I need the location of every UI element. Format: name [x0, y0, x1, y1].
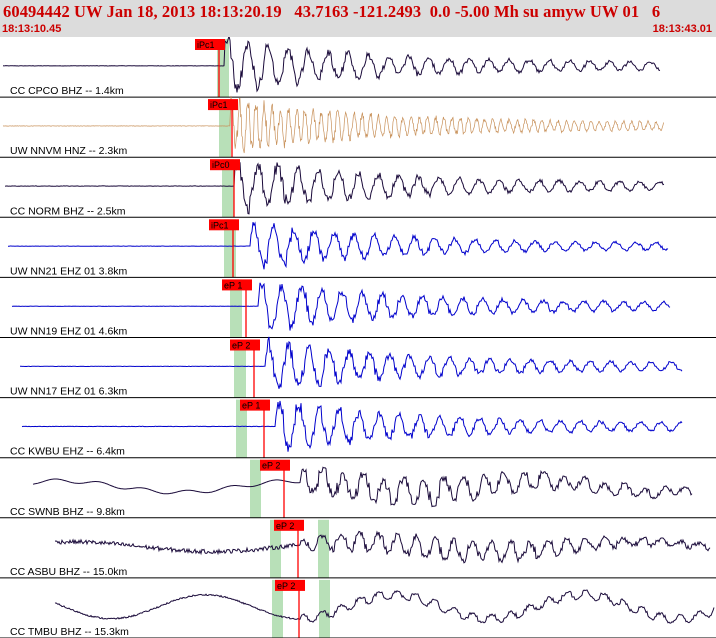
- pick-label-box: [274, 519, 304, 531]
- pick-label-box: [210, 159, 240, 171]
- event-title: 60494442 UW Jan 18, 2013 18:13:20.19 43.…: [3, 2, 661, 21]
- pick-window: [272, 579, 283, 638]
- station-label: UW NN21 EHZ 01 3.8km: [10, 265, 128, 277]
- pick-label-box: [222, 279, 252, 291]
- station-label: CC NORM BHZ -- 2.5km: [10, 205, 126, 217]
- station-label: UW NN19 EHZ 01 4.6km: [10, 326, 128, 338]
- pick-window: [250, 459, 261, 518]
- trace-row: eP 1 UW NN19 EHZ 01 4.6km: [0, 279, 716, 338]
- pick-label-box: [208, 99, 238, 111]
- waveform: [2, 37, 661, 93]
- waveform: [2, 95, 664, 154]
- pick-label: eP 2: [276, 521, 294, 531]
- pick-label: iPc1: [211, 220, 229, 230]
- station-label: CC ASBU BHZ -- 15.0km: [10, 566, 128, 578]
- pick-label-box: [275, 579, 305, 591]
- pick-label: iPc1: [197, 40, 215, 50]
- pick-label: eP 2: [232, 341, 250, 351]
- pick-window: [222, 159, 234, 218]
- waveform: [11, 282, 671, 331]
- pick-window: [319, 579, 330, 638]
- start-time: 18:13:10.45: [2, 23, 62, 35]
- station-label: UW NN17 EHZ 01 6.3km: [10, 386, 128, 398]
- trace-row: eP 1 CC KWBU EHZ -- 6.4km: [0, 399, 716, 459]
- pick-label: eP 1: [242, 401, 260, 411]
- seismogram-header: 60494442 UW Jan 18, 2013 18:13:20.19 43.…: [0, 0, 716, 37]
- pick-label: eP 1: [224, 280, 242, 290]
- waveform: [20, 336, 683, 389]
- waveform: [54, 589, 715, 624]
- pick-label-box: [195, 39, 225, 50]
- pick-label-box: [240, 399, 270, 411]
- trace-row: iPc1 UW NNVM HNZ -- 2.3km: [0, 95, 716, 158]
- waveform: [54, 530, 711, 564]
- pick-label: iPc1: [210, 100, 228, 110]
- station-label: CC CPCO BHZ -- 1.4km: [10, 85, 124, 97]
- end-time: 18:13:43.01: [652, 23, 712, 35]
- pick-window: [234, 339, 246, 398]
- waveform: [5, 162, 665, 215]
- pick-label-box: [230, 339, 260, 351]
- pick-label: eP 2: [277, 581, 295, 591]
- pick-label: iPc0: [212, 160, 230, 170]
- pick-window: [236, 399, 247, 458]
- trace-row: iPc1 UW NN21 EHZ 01 3.8km: [0, 219, 716, 278]
- waveform: [32, 466, 693, 508]
- pick-label: eP 2: [262, 461, 280, 471]
- trace-row: iPc0 CC NORM BHZ -- 2.5km: [0, 159, 716, 218]
- waveform: [8, 221, 669, 270]
- pick-window: [230, 279, 242, 338]
- waveform: [21, 400, 683, 452]
- trace-row: eP 2 CC TMBU BHZ -- 15.3km: [0, 579, 716, 638]
- station-label: CC SWNB BHZ -- 9.8km: [10, 506, 125, 518]
- station-label: CC TMBU BHZ -- 15.3km: [10, 626, 129, 638]
- pick-label-box: [209, 219, 239, 231]
- pick-window: [318, 519, 329, 578]
- pick-window: [217, 39, 229, 98]
- pick-window: [219, 99, 231, 158]
- trace-row: eP 2 CC SWNB BHZ -- 9.8km: [0, 459, 716, 519]
- pick-label-box: [260, 459, 290, 471]
- trace-row: eP 2 CC ASBU BHZ -- 15.0km: [0, 519, 716, 579]
- station-label: UW NNVM HNZ -- 2.3km: [10, 145, 127, 157]
- trace-row: iPc1 CC CPCO BHZ -- 1.4km: [0, 37, 716, 98]
- trace-panel: iPc1 CC CPCO BHZ -- 1.4km iPc1 UW NNVM HNZ …: [0, 37, 716, 638]
- station-label: CC KWBU EHZ -- 6.4km: [10, 446, 125, 458]
- trace-row: eP 2 UW NN17 EHZ 01 6.3km: [0, 336, 716, 399]
